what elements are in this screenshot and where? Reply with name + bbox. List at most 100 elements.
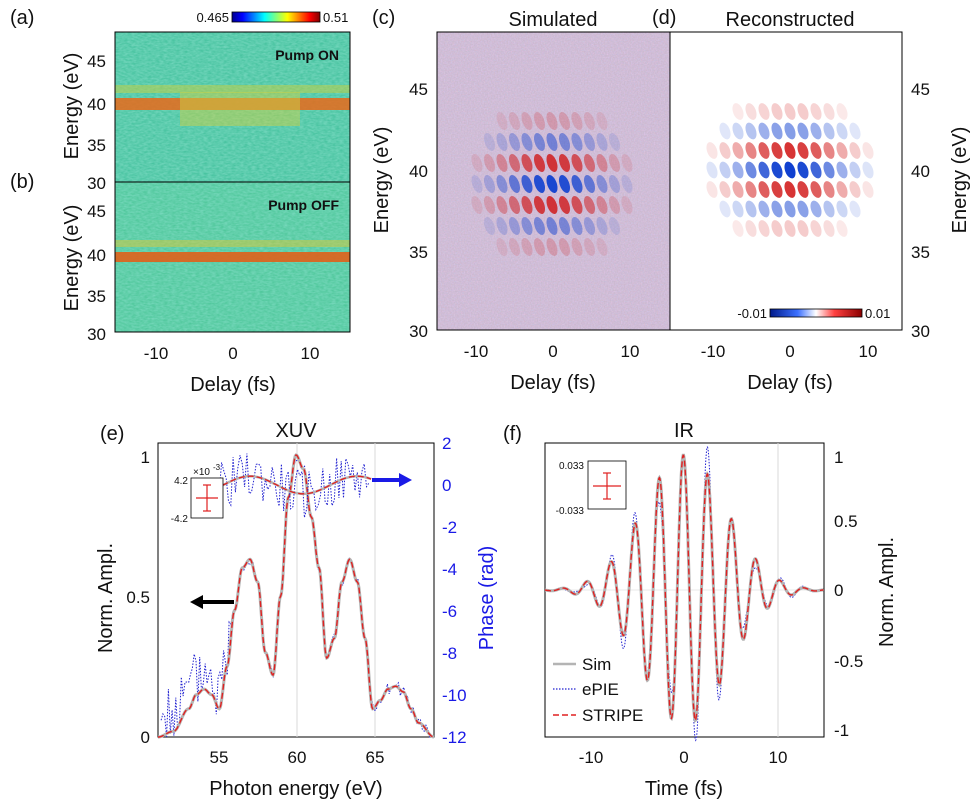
ytick-a-35: 35 xyxy=(87,136,106,155)
reconstructed-blob xyxy=(771,142,783,159)
simulated-blob xyxy=(558,153,571,173)
xuv-stripe-line xyxy=(158,454,435,738)
phase-tick-2: 2 xyxy=(442,434,451,453)
simulated-blob xyxy=(508,132,521,152)
panel-d: (d) Reconstructed 45 40 35 30 Energy (eV… xyxy=(652,7,971,394)
simulated-blob xyxy=(596,174,608,194)
right-arrow-icon xyxy=(372,473,412,487)
ylabel-e-left: Norm. Ampl. xyxy=(95,543,117,653)
reconstructed-blob xyxy=(758,200,770,218)
reconstructed-blob xyxy=(745,220,757,237)
xtick-c-0: 0 xyxy=(548,342,557,361)
simulated-blob xyxy=(496,195,508,215)
simulated-blob xyxy=(596,195,608,215)
inset-f: 0.033 -0.033 xyxy=(556,460,627,517)
reconstructed-blob xyxy=(849,200,861,218)
pump-on-label: Pump ON xyxy=(275,47,339,63)
reconstructed-blob xyxy=(849,181,861,198)
simulated-blob xyxy=(483,174,496,194)
ytick-f-m1: -1 xyxy=(834,721,849,740)
simulated-blob xyxy=(596,237,608,257)
simulated-blob xyxy=(546,153,558,173)
reconstructed-blob xyxy=(784,200,796,218)
ylabel-d: Energy (eV) xyxy=(949,127,971,234)
reconstructed-blob xyxy=(810,220,822,237)
xuv-epie-line xyxy=(160,460,434,738)
xtick-c-m10: -10 xyxy=(464,342,489,361)
xtick-d-10: 10 xyxy=(859,342,878,361)
xlabel-b: Delay (fs) xyxy=(190,374,276,396)
title-d: Reconstructed xyxy=(726,9,855,31)
reconstructed-blob xyxy=(706,161,718,179)
panel-tag-d: (d) xyxy=(652,7,676,29)
reconstructed-blob xyxy=(771,122,783,140)
simulated-blob xyxy=(571,174,583,194)
simulated-blob xyxy=(483,216,496,236)
panel-tag-a: (a) xyxy=(10,7,34,29)
simulated-blob xyxy=(558,216,571,236)
simulated-blob xyxy=(558,237,571,257)
xtick-e-55: 55 xyxy=(210,748,229,767)
reconstructed-blob xyxy=(810,181,822,198)
reconstructed-blob xyxy=(836,200,848,218)
simulated-blob xyxy=(508,216,521,236)
title-e: XUV xyxy=(275,420,317,442)
reconstructed-blob xyxy=(784,142,796,159)
colorbar-a-max: 0.51 xyxy=(323,10,348,25)
simulated-blob xyxy=(621,195,633,215)
simulated-blob xyxy=(571,111,583,131)
ytick-a-30: 30 xyxy=(87,174,106,193)
xtick-f-m10: -10 xyxy=(579,748,604,767)
reconstructed-blob xyxy=(862,142,874,159)
simulated-blob xyxy=(608,216,621,236)
simulated-blob xyxy=(471,174,483,194)
colorbar-a xyxy=(231,11,321,23)
pump-off-label: Pump OFF xyxy=(268,197,339,213)
reconstructed-blob xyxy=(810,103,822,120)
simulated-blob xyxy=(521,216,533,236)
reconstructed-blob xyxy=(771,103,783,120)
ytick-f-0: 0 xyxy=(834,581,843,600)
simulated-blob xyxy=(508,174,521,194)
simulated-blob xyxy=(558,132,571,152)
simulated-blob xyxy=(521,237,533,257)
simulated-blob xyxy=(583,153,596,173)
reconstructed-blob xyxy=(810,142,822,159)
simulated-blob xyxy=(558,111,571,131)
simulated-blob xyxy=(571,237,583,257)
simulated-blob xyxy=(583,237,596,257)
ytick-f-05: 0.5 xyxy=(834,512,858,531)
reconstructed-blob xyxy=(797,161,809,179)
reconstructed-blob xyxy=(784,220,796,237)
ylabel-f: Norm. Ampl. xyxy=(876,537,898,647)
simulated-blob xyxy=(496,111,508,131)
reconstructed-blob xyxy=(771,161,783,179)
reconstructed-blob xyxy=(745,103,757,120)
phase-axis-ticks: 2 0 -2 -4 -6 -8 -10 -12 xyxy=(442,434,467,747)
reconstructed-blob xyxy=(810,161,822,179)
reconstructed-blob xyxy=(732,161,744,179)
simulated-blob xyxy=(608,195,621,215)
simulated-blob xyxy=(471,153,483,173)
phase-tick-m8: -8 xyxy=(442,644,457,663)
reconstructed-blob xyxy=(836,122,848,140)
simulated-blob xyxy=(508,111,521,131)
reconstructed-blob xyxy=(797,122,809,140)
simulated-blob xyxy=(583,111,596,131)
xtick-e-65: 65 xyxy=(366,748,385,767)
simulated-blob xyxy=(471,195,483,215)
xlabel-e: Photon energy (eV) xyxy=(209,778,382,799)
reconstructed-blob xyxy=(732,200,744,218)
reconstructed-blob xyxy=(732,103,744,120)
reconstructed-blob xyxy=(784,122,796,140)
simulated-blob xyxy=(608,132,621,152)
panel-tag-c: (c) xyxy=(372,7,395,29)
inset-e-exp-pow: -3 xyxy=(213,463,221,472)
simulated-blob xyxy=(621,174,633,194)
simulated-blob xyxy=(521,111,533,131)
reconstructed-blob xyxy=(836,103,848,120)
xtick-d-0: 0 xyxy=(785,342,794,361)
colorbar-a-min: 0.465 xyxy=(196,10,229,25)
simulated-blob xyxy=(521,153,533,173)
